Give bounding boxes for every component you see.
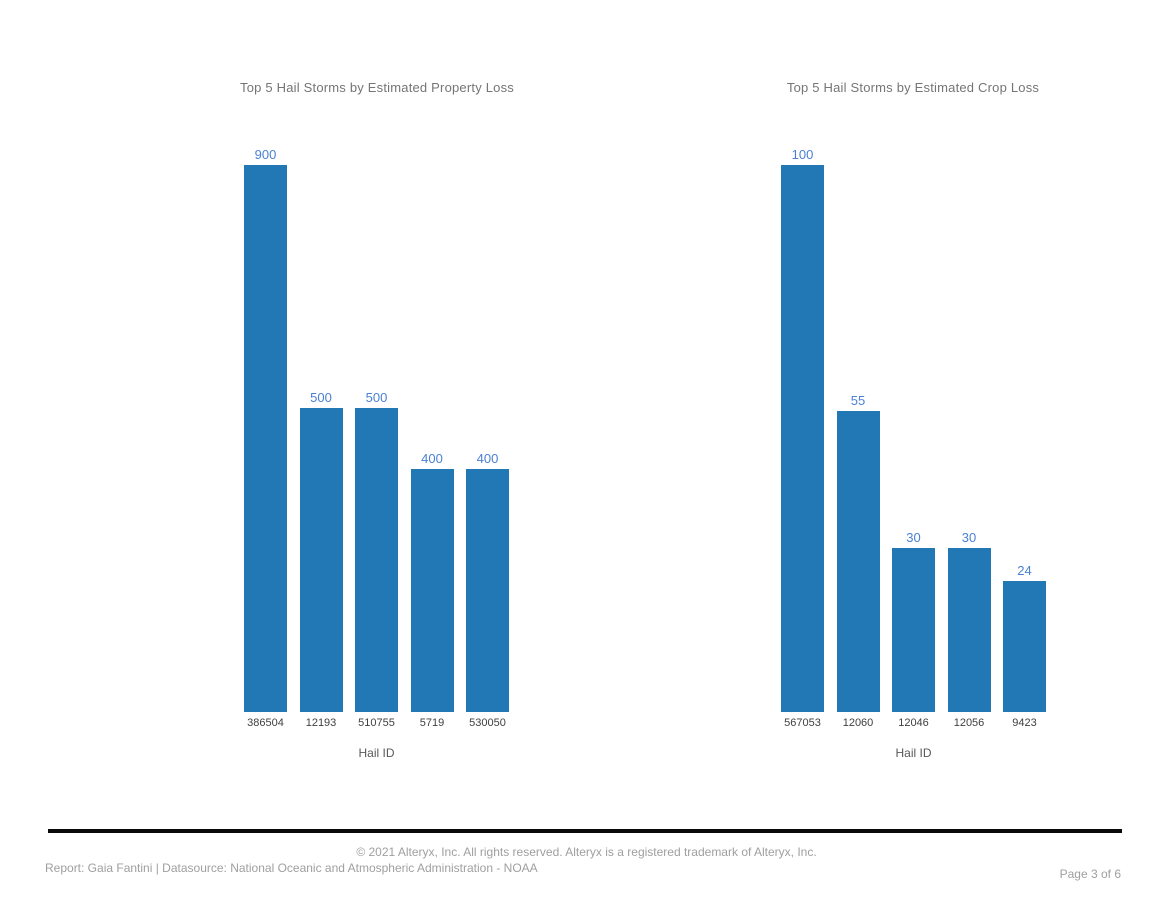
- x-tick-label: 12046: [898, 717, 929, 729]
- bar: 900 386504: [244, 147, 287, 729]
- footer-divider: [48, 829, 1122, 833]
- x-tick-label: 12056: [953, 717, 985, 729]
- bar-value-label: 500: [310, 390, 332, 405]
- x-axis-label: Hail ID: [895, 746, 932, 760]
- bar-value-label: 24: [1017, 563, 1032, 578]
- x-axis-label: Hail ID: [358, 746, 395, 760]
- bar: 400 5719: [410, 451, 454, 729]
- footer-copyright: © 2021 Alteryx, Inc. All rights reserved…: [356, 845, 817, 859]
- bar: 400 530050: [466, 451, 509, 729]
- bar-value-label: 55: [850, 393, 866, 408]
- bar: 55 12060: [836, 393, 880, 729]
- plot-area: 900 386504 500 12193 500 510755 400 5719 400 5300…: [244, 147, 509, 729]
- x-tick-label: 5719: [419, 717, 445, 729]
- x-tick-label: 530050: [469, 717, 506, 729]
- footer-report-line: Report: Gaia Fantini | Datasource: Natio…: [45, 861, 538, 875]
- page-indicator: Page 3 of 6: [1059, 867, 1121, 881]
- bar-value-label: 400: [476, 451, 499, 466]
- bar-value-label: 30: [961, 530, 977, 545]
- plot-area: 100 567053 55 12060 30 12046 30 12056 24 9423: [781, 147, 1046, 729]
- bar-value-label: 400: [421, 451, 443, 466]
- x-tick-label: 12060: [842, 717, 874, 729]
- bar: 500 510755: [355, 390, 398, 729]
- chart-title: Top 5 Hail Storms by Estimated Property …: [240, 80, 514, 95]
- bar: 30 12046: [892, 530, 935, 729]
- bar: 100 567053: [781, 147, 824, 729]
- bar-value-label: 500: [365, 390, 388, 405]
- x-tick-label: 510755: [358, 717, 395, 729]
- x-tick-label: 567053: [784, 717, 821, 729]
- x-tick-label: 12193: [305, 717, 337, 729]
- bar: 30 12056: [947, 530, 991, 729]
- chart-title: Top 5 Hail Storms by Estimated Crop Loss: [786, 80, 1040, 95]
- bar-value-label: 900: [254, 147, 277, 162]
- bar: 500 12193: [299, 390, 343, 729]
- x-tick-label: 386504: [247, 717, 284, 729]
- bar: 24 9423: [1003, 563, 1046, 729]
- bar-value-label: 100: [791, 147, 814, 162]
- bar-value-label: 30: [906, 530, 921, 545]
- x-tick-label: 9423: [1012, 717, 1037, 729]
